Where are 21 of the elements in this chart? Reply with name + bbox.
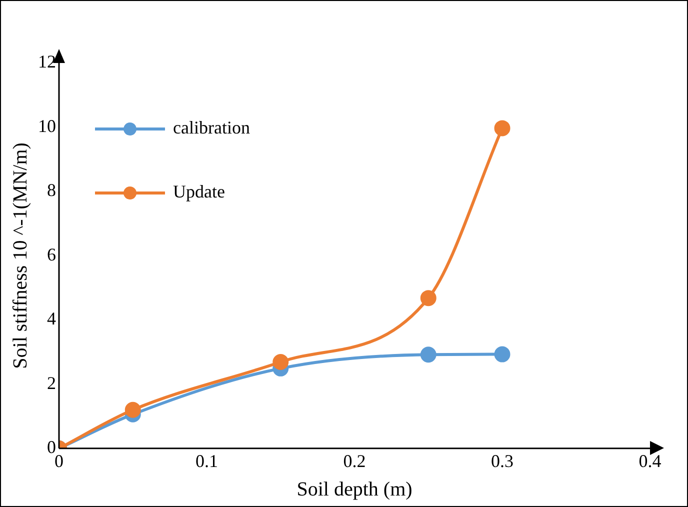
y-tick-label: 4: [47, 308, 56, 329]
point: [420, 346, 436, 363]
legend-label: Update: [173, 182, 225, 202]
point: [272, 354, 289, 370]
y-tick-label: 6: [47, 244, 56, 264]
y-tick-label: 2: [47, 372, 56, 393]
x-tick-label: 0.4: [638, 450, 662, 471]
y-tick-label: 10: [38, 116, 56, 136]
y-tick-label: 12: [38, 52, 56, 72]
x-tick-label: 0.2: [343, 450, 366, 471]
x-tick-label: 0.3: [491, 450, 514, 471]
point: [494, 346, 510, 362]
y-tick-label: 8: [47, 180, 56, 200]
y-axis-title: Soil stiffness 10 ^-1(MN/m): [9, 142, 32, 369]
x-tick-label: 0.1: [196, 450, 218, 471]
point: [420, 290, 436, 306]
y-tick-label: 0: [47, 437, 56, 458]
point: [494, 120, 510, 136]
legend-label: calibration: [173, 118, 250, 138]
x-axis-title: Soil depth (m): [296, 478, 412, 500]
point: [124, 402, 141, 418]
